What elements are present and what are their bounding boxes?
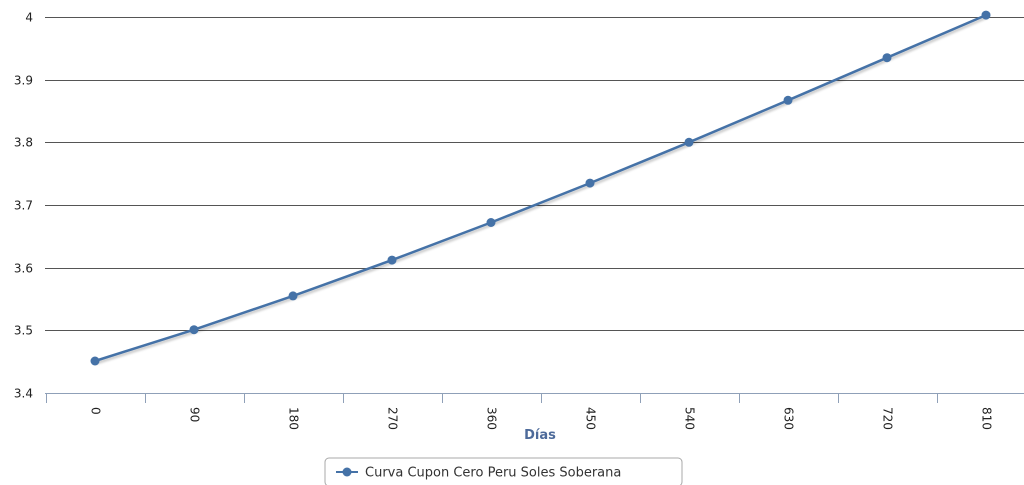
x-tick-label: 90 — [188, 407, 202, 422]
data-point[interactable] — [387, 255, 397, 265]
data-point[interactable] — [189, 325, 199, 335]
x-tick-label: 180 — [287, 407, 301, 430]
y-tick-label: 3.5 — [14, 324, 33, 338]
data-point[interactable] — [684, 137, 694, 147]
x-tick-label: 0 — [89, 407, 103, 415]
y-tick-label: 3.6 — [14, 262, 33, 276]
data-point[interactable] — [882, 53, 892, 63]
x-tick-label: 360 — [485, 407, 499, 430]
series-line-0 — [93, 13, 988, 363]
legend-label: Curva Cupon Cero Peru Soles Soberana — [365, 466, 621, 481]
x-tick-label: 720 — [881, 407, 895, 430]
y-tick-label: 3.8 — [14, 136, 33, 150]
y-tick-label: 3.4 — [14, 387, 33, 401]
x-tick-label: 270 — [386, 407, 400, 430]
x-axis — [45, 393, 1024, 403]
legend-point-marker — [342, 467, 352, 477]
legend[interactable]: Curva Cupon Cero Peru Soles Soberana — [324, 457, 683, 485]
y-tick-label: 3.9 — [14, 74, 33, 88]
data-point[interactable] — [783, 95, 793, 105]
data-point[interactable] — [288, 291, 298, 301]
legend-box — [324, 457, 683, 485]
series-group — [90, 10, 991, 366]
x-tick-label: 630 — [782, 407, 796, 430]
gridlines — [45, 17, 1024, 331]
data-point[interactable] — [585, 178, 595, 188]
x-axis-ticks: 0 90 180 270 360 450 540 630 720 810 — [89, 407, 994, 430]
x-tick-label: 540 — [683, 407, 697, 430]
data-point[interactable] — [90, 356, 100, 366]
x-tick-label: 810 — [980, 407, 994, 430]
data-point[interactable] — [981, 10, 991, 20]
x-tick-label: 450 — [584, 407, 598, 430]
data-point[interactable] — [486, 218, 496, 227]
y-axis-ticks: 3.4 3.5 3.6 3.7 3.8 3.9 4 — [14, 11, 33, 401]
y-tick-label: 4 — [25, 11, 33, 25]
y-tick-label: 3.7 — [14, 199, 33, 213]
x-axis-title: Días — [524, 428, 556, 443]
